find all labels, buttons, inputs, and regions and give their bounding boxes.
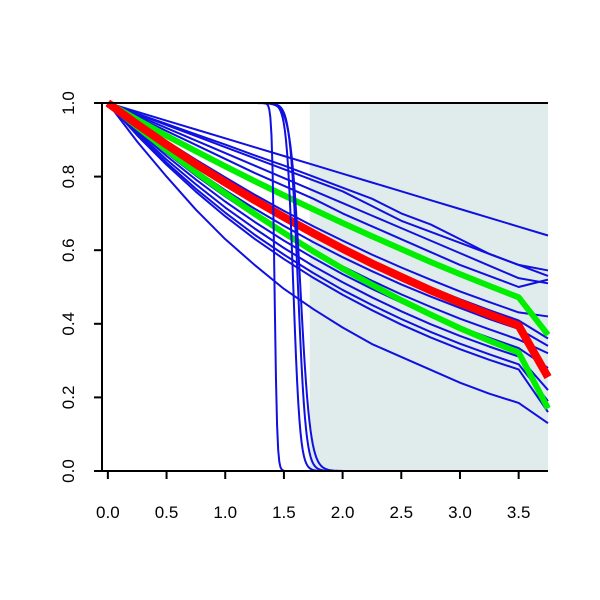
x-tick-label: 0.5	[155, 503, 179, 522]
series-line-green-16	[105, 100, 551, 410]
x-tick-label: 3.5	[507, 503, 531, 522]
series-line-red-17	[105, 99, 552, 380]
axes-layer	[101, 102, 548, 472]
series-line-blue-11	[107, 102, 549, 391]
x-axis-ticks: 0.0 0.5 1.0 1.5 2.0 2.5 3.0 3.5	[96, 471, 530, 522]
x-tick-label: 2.0	[331, 503, 355, 522]
y-tick-label: 0.0	[59, 459, 78, 483]
y-tick-label: 0.4	[59, 312, 78, 336]
x-tick-label: 1.5	[272, 503, 296, 522]
y-tick-label: 1.0	[59, 91, 78, 115]
series-line-green-15	[106, 100, 551, 337]
series-line-blue-4	[107, 102, 549, 272]
x-tick-label: 2.5	[389, 503, 413, 522]
y-tick-label: 0.8	[59, 165, 78, 189]
y-tick-label: 0.6	[59, 238, 78, 262]
series-line-blue-14	[107, 102, 549, 424]
x-tick-label: 3.0	[448, 503, 472, 522]
y-tick-label: 0.2	[59, 386, 78, 410]
series-line-blue-13	[107, 102, 549, 413]
series-line-blue-3	[107, 102, 549, 285]
x-tick-label: 0.0	[96, 503, 120, 522]
series-line-blue-2	[107, 102, 549, 277]
y-axis-ticks: 0.0 0.2 0.4 0.6 0.8 1.0	[59, 91, 102, 483]
x-tick-label: 1.0	[213, 503, 237, 522]
series-line-blue-1	[107, 102, 549, 237]
series-line-blue-5	[107, 102, 549, 288]
series-line-blue-12	[107, 102, 549, 402]
